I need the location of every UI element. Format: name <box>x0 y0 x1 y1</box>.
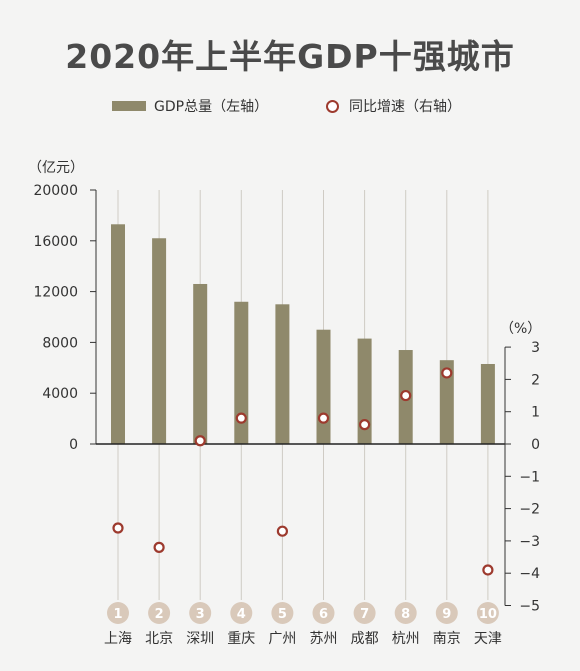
rank-number: 9 <box>442 607 451 622</box>
city-label: 天津 <box>474 631 502 647</box>
city-label: 广州 <box>268 631 296 647</box>
left-axis-tick-label: 12000 <box>33 285 78 301</box>
gdp-bar <box>234 301 249 444</box>
gdp-bar <box>111 224 125 444</box>
growth-marker <box>400 389 412 402</box>
gdp-bar <box>439 360 454 444</box>
gdp-bar <box>316 329 331 444</box>
growth-marker <box>194 435 206 447</box>
city-label: 苏州 <box>310 631 338 647</box>
right-axis-tick-label: 1 <box>531 405 540 421</box>
growth-marker <box>482 564 494 576</box>
right-axis-tick-label: 2 <box>531 372 540 388</box>
chart-legend: GDP总量（左轴） 同比增速（右轴） <box>0 96 580 118</box>
gdp-bar <box>275 304 290 444</box>
rank-number: 3 <box>196 607 205 622</box>
rank-number: 2 <box>155 607 164 622</box>
rank-number: 6 <box>319 607 328 622</box>
rank-badge <box>148 602 171 624</box>
right-axis-tick-label: −4 <box>519 566 540 582</box>
gdp-bar <box>357 338 372 444</box>
rank-number: 4 <box>237 607 246 622</box>
growth-marker <box>153 541 165 553</box>
left-axis-tick-label: 4000 <box>42 386 78 402</box>
city-label: 杭州 <box>392 631 420 647</box>
rank-badge <box>271 602 294 624</box>
rank-number: 10 <box>479 607 497 622</box>
right-axis-tick-label: −3 <box>519 534 540 550</box>
left-axis-tick-label: 8000 <box>42 335 78 351</box>
growth-marker <box>235 412 247 424</box>
left-axis-tick-label: 16000 <box>33 234 78 250</box>
rank-number: 8 <box>401 607 410 622</box>
city-label: 上海 <box>104 631 132 647</box>
gdp-bar <box>152 238 167 444</box>
gdp-bar <box>480 363 495 444</box>
left-axis-tick-label: 0 <box>69 437 78 453</box>
right-axis-tick-label: −1 <box>519 469 540 485</box>
rank-number: 7 <box>360 607 369 622</box>
legend-bar-swatch <box>112 101 146 111</box>
rank-number: 5 <box>278 607 287 622</box>
legend-label-gdp: GDP总量（左轴） <box>154 99 269 115</box>
city-label: 重庆 <box>227 631 255 647</box>
growth-marker <box>112 522 124 534</box>
rank-badge <box>107 602 129 624</box>
city-label: 成都 <box>351 631 379 647</box>
growth-marker <box>441 367 453 379</box>
legend-item-gdp: GDP总量（左轴） <box>112 96 268 116</box>
gdp-bar <box>193 283 208 444</box>
right-axis-tick-label: −2 <box>519 502 540 518</box>
rank-badge <box>312 602 335 624</box>
rank-badge <box>435 602 458 624</box>
rank-badge <box>353 602 376 624</box>
right-axis-tick-label: 0 <box>531 437 540 453</box>
growth-marker <box>317 412 330 424</box>
legend-label-growth: 同比增速（右轴） <box>349 99 461 115</box>
legend-marker-swatch <box>326 99 339 113</box>
left-axis-tick-label: 20000 <box>33 183 78 199</box>
right-axis-tick-label: 3 <box>531 340 540 356</box>
rank-number: 1 <box>113 607 122 622</box>
left-axis-unit: （亿元） <box>28 160 84 176</box>
right-axis-unit: （%） <box>500 321 542 337</box>
city-label: 南京 <box>433 631 461 647</box>
chart-title: 2020年上半年GDP十强城市 <box>65 37 515 76</box>
city-label: 北京 <box>145 631 173 647</box>
rank-badge <box>230 602 253 624</box>
rank-badge <box>394 602 417 624</box>
right-axis-tick-label: −5 <box>519 599 540 615</box>
city-label: 深圳 <box>186 631 214 647</box>
rank-badge <box>476 602 499 624</box>
rank-badge <box>189 602 212 624</box>
legend-item-growth: 同比增速（右轴） <box>326 96 461 116</box>
growth-marker <box>276 525 288 537</box>
growth-marker <box>359 419 371 431</box>
